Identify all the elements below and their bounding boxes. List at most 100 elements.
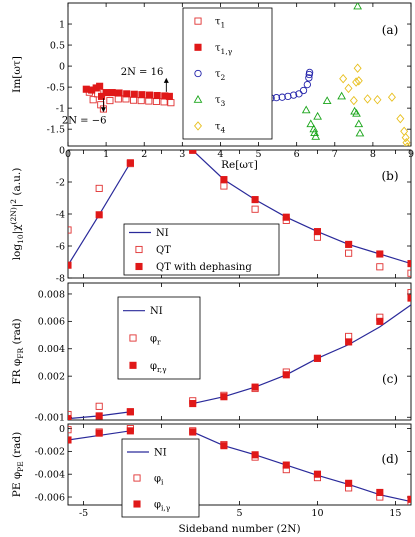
legend-label: φr <box>150 334 161 347</box>
legend: NI φi φi,γ <box>121 438 200 518</box>
data-point <box>95 211 103 219</box>
legend-label: φr,γ <box>150 361 167 374</box>
annotation-arrowhead <box>100 107 106 113</box>
y-tick-label: 0.006 <box>38 317 65 328</box>
data-point <box>189 150 197 154</box>
data-point <box>337 91 347 100</box>
data-point <box>387 92 396 102</box>
data-point <box>68 261 72 269</box>
data-point <box>345 249 353 257</box>
data-point <box>403 142 411 146</box>
data-point <box>354 119 364 128</box>
data-point <box>126 427 134 435</box>
data-point <box>95 184 103 192</box>
x-tick-label: 15 <box>389 508 401 519</box>
data-layer <box>68 289 411 420</box>
x-tick-label: 5 <box>236 508 242 519</box>
x-tick-label: -5 <box>79 508 88 519</box>
legend-swatch <box>135 262 143 271</box>
data-point <box>68 415 72 420</box>
data-point <box>355 128 365 137</box>
data-point <box>115 89 123 97</box>
legend-label: τ4 <box>215 121 226 134</box>
y-tick-label: 1 <box>59 19 65 30</box>
y-tick-label: -1.5 <box>47 124 65 135</box>
x-tick-label: 3 <box>179 149 185 160</box>
y-tick-label: 0.004 <box>38 344 65 355</box>
y-tick-label: 0 <box>59 424 65 435</box>
panel-label: (d) <box>381 452 398 466</box>
x-tick-label: 1 <box>103 149 109 160</box>
data-layer <box>68 425 411 505</box>
data-point <box>108 89 116 97</box>
data-point <box>396 113 405 124</box>
y-tick-label: -1 <box>56 103 65 114</box>
legend-label: τ2 <box>215 69 226 82</box>
data-point <box>251 451 259 459</box>
data-point <box>299 86 308 95</box>
data-point <box>376 317 384 325</box>
data-point <box>126 159 134 167</box>
data-point <box>272 93 281 102</box>
data-point <box>353 3 363 10</box>
data-point <box>376 250 384 258</box>
data-point <box>96 82 104 90</box>
data-point <box>167 99 175 107</box>
x-tick-label: 10 <box>311 508 323 519</box>
data-point <box>339 74 348 84</box>
plot-frame <box>67 2 412 147</box>
annotation-label: 2N = 16 <box>121 67 164 78</box>
data-point <box>68 436 72 444</box>
data-point <box>123 90 131 98</box>
data-point <box>189 428 197 436</box>
data-point <box>305 74 313 82</box>
series-line-NI <box>192 304 411 405</box>
y-tick-label: -0.002 <box>35 447 65 458</box>
data-point <box>402 137 411 146</box>
data-point <box>345 338 353 346</box>
legend-swatch <box>129 334 137 342</box>
data-point <box>313 470 322 478</box>
chart-panel-b: -8 -6 -4 -2 0 log10|χ(2N)|2 (a.u.) (b) NI QT QT w… <box>9 145 412 284</box>
x-tick-label: 5 <box>256 149 262 160</box>
data-point <box>282 461 290 469</box>
data-point <box>313 228 322 236</box>
x-axis-label: Re[ωτ] <box>221 159 258 171</box>
data-layer <box>82 3 411 146</box>
y-tick-label: 0.5 <box>50 40 65 51</box>
data-point <box>363 94 372 104</box>
data-point <box>251 383 259 391</box>
y-axis-label: log10|χ(2N)|2 (a.u.) <box>9 168 25 261</box>
data-point <box>376 263 384 271</box>
x-tick-label: 8 <box>370 149 376 160</box>
legend-swatch <box>133 474 141 482</box>
data-point <box>278 93 286 101</box>
y-tick-label: -8 <box>56 273 65 284</box>
legend-label: QT with dephasing <box>156 262 252 273</box>
legend-label: NI <box>154 448 167 459</box>
data-point <box>303 80 311 89</box>
data-point <box>114 95 122 103</box>
data-point <box>407 269 411 277</box>
legend-label: NI <box>156 228 169 239</box>
y-tick-label: 0.002 <box>38 371 65 382</box>
legend-label: τ1 <box>215 17 225 30</box>
data-point <box>145 97 153 105</box>
legend-swatch <box>129 361 137 369</box>
data-point <box>352 77 361 87</box>
data-point <box>220 176 228 184</box>
data-point <box>305 68 314 77</box>
y-tick-label: -2 <box>56 177 65 188</box>
data-point <box>407 260 411 268</box>
y-tick-label: -4 <box>56 209 65 220</box>
data-point <box>313 111 322 120</box>
legend-swatch <box>194 69 202 78</box>
legend: NI QT QT with dephasing <box>123 223 280 276</box>
x-tick-label: 4 <box>217 149 223 160</box>
legend-swatch <box>194 17 202 25</box>
data-point <box>354 76 363 86</box>
y-tick-label: 0 <box>59 61 65 72</box>
data-point <box>138 91 146 99</box>
data-point <box>102 89 110 97</box>
